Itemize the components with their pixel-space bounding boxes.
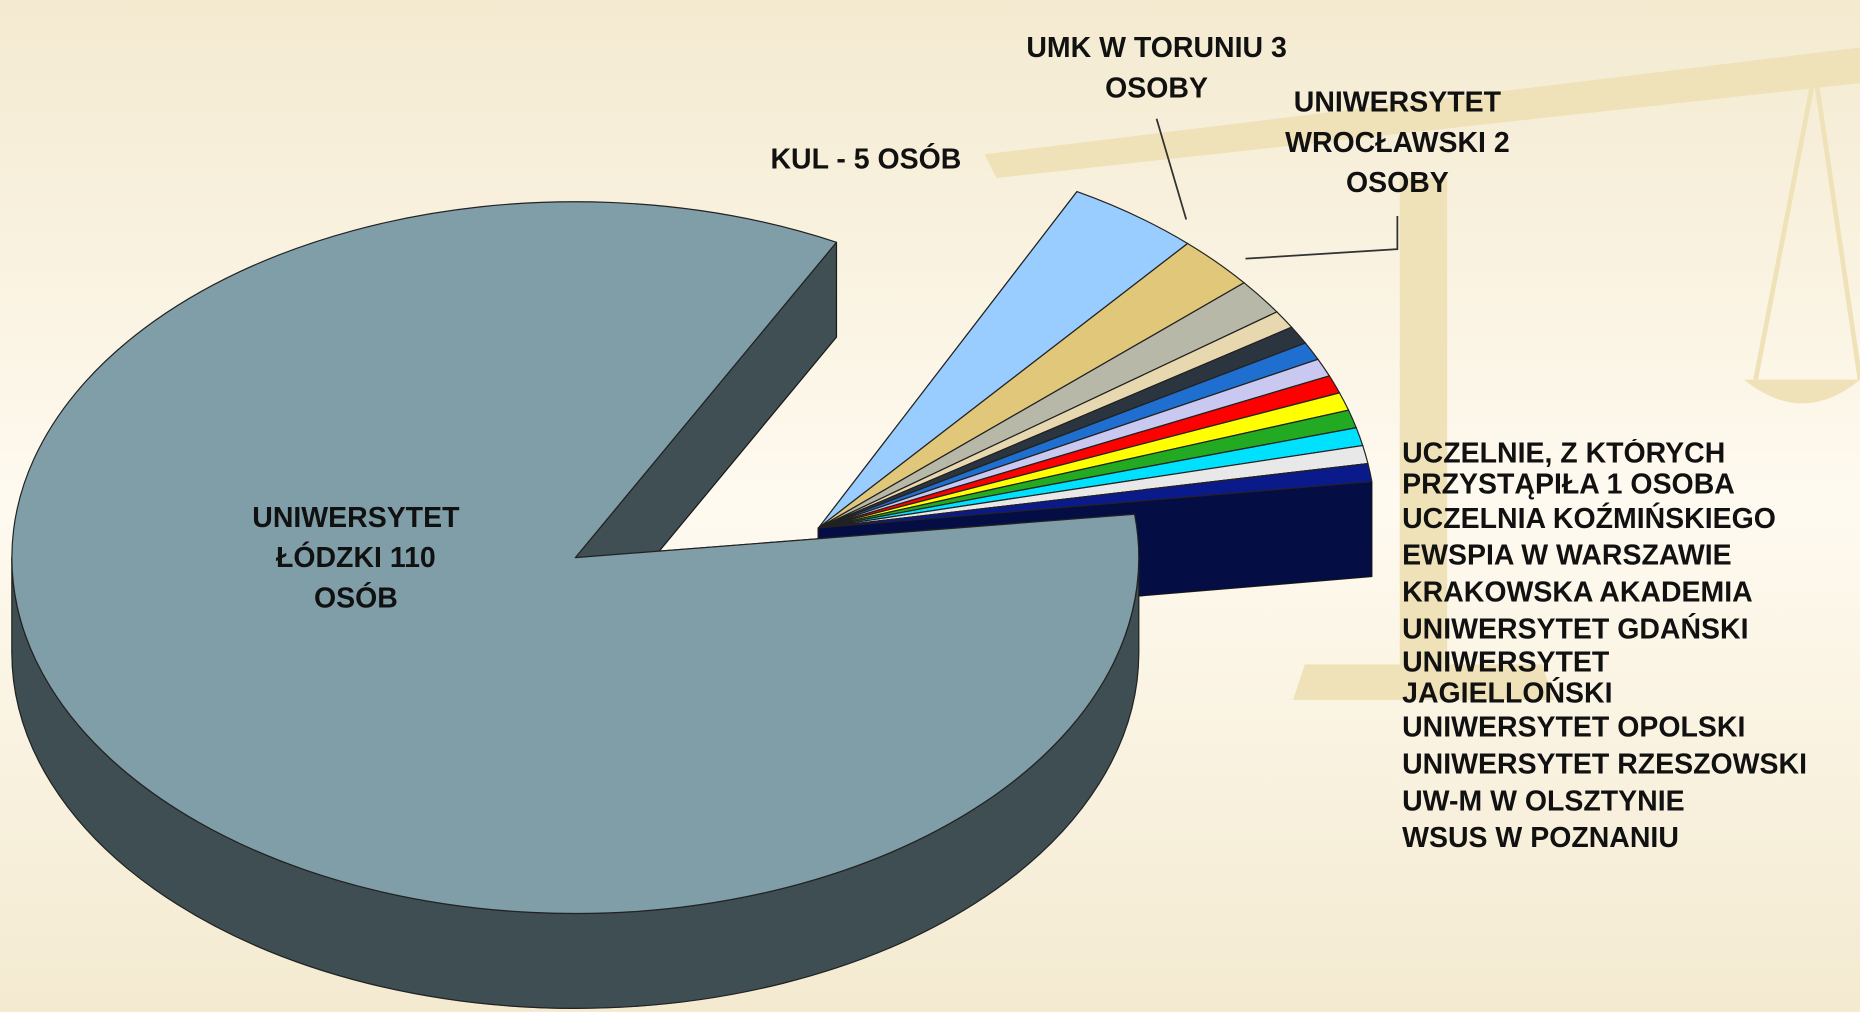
data-label: UNIWERSYTET ŁÓDZKI 110 OSÓB bbox=[237, 498, 474, 619]
legend-entry: UW-M W OLSZTYNIE bbox=[1402, 783, 1860, 820]
chart: UNIWERSYTET ŁÓDZKI 110 OSÓB KUL - 5 OSÓB… bbox=[0, 0, 1860, 1012]
data-label: KUL - 5 OSÓB bbox=[712, 140, 1020, 180]
legend-title: UCZELNIE, Z KTÓRYCH PRZYSTĄPIŁA 1 OSOBA bbox=[1402, 439, 1782, 501]
legend-entry: KRAKOWSKA AKADEMIA bbox=[1402, 574, 1860, 611]
label-box: UNIWERSYTET WROCŁAWSKI 2 OSOBY bbox=[1255, 83, 1540, 213]
legend-entry: UCZELNIA KOŹMIŃSKIEGO bbox=[1402, 501, 1860, 538]
legend-entry: WSUS W POZNANIU bbox=[1402, 820, 1860, 857]
label-box: UNIWERSYTET ŁÓDZKI 110 OSÓB bbox=[202, 498, 510, 628]
data-label: UNIWERSYTET WROCŁAWSKI 2 OSOBY bbox=[1273, 83, 1522, 204]
label-box: KUL - 5 OSÓB bbox=[712, 140, 1020, 187]
legend-entry: UNIWERSYTET OPOLSKI bbox=[1402, 709, 1860, 746]
legend-entry: UNIWERSYTET GDAŃSKI bbox=[1402, 611, 1860, 648]
legend: UCZELNIE, Z KTÓRYCH PRZYSTĄPIŁA 1 OSOBAU… bbox=[1402, 439, 1860, 937]
legend-entry: UNIWERSYTET RZESZOWSKI bbox=[1402, 746, 1860, 783]
legend-entry: UNIWERSYTET JAGIELLOŃSKI bbox=[1402, 648, 1663, 710]
legend-entry: EWSPIA W WARSZAWIE bbox=[1402, 537, 1860, 574]
page: UNIWERSYTET ŁÓDZKI 110 OSÓB KUL - 5 OSÓB… bbox=[0, 0, 1860, 1012]
